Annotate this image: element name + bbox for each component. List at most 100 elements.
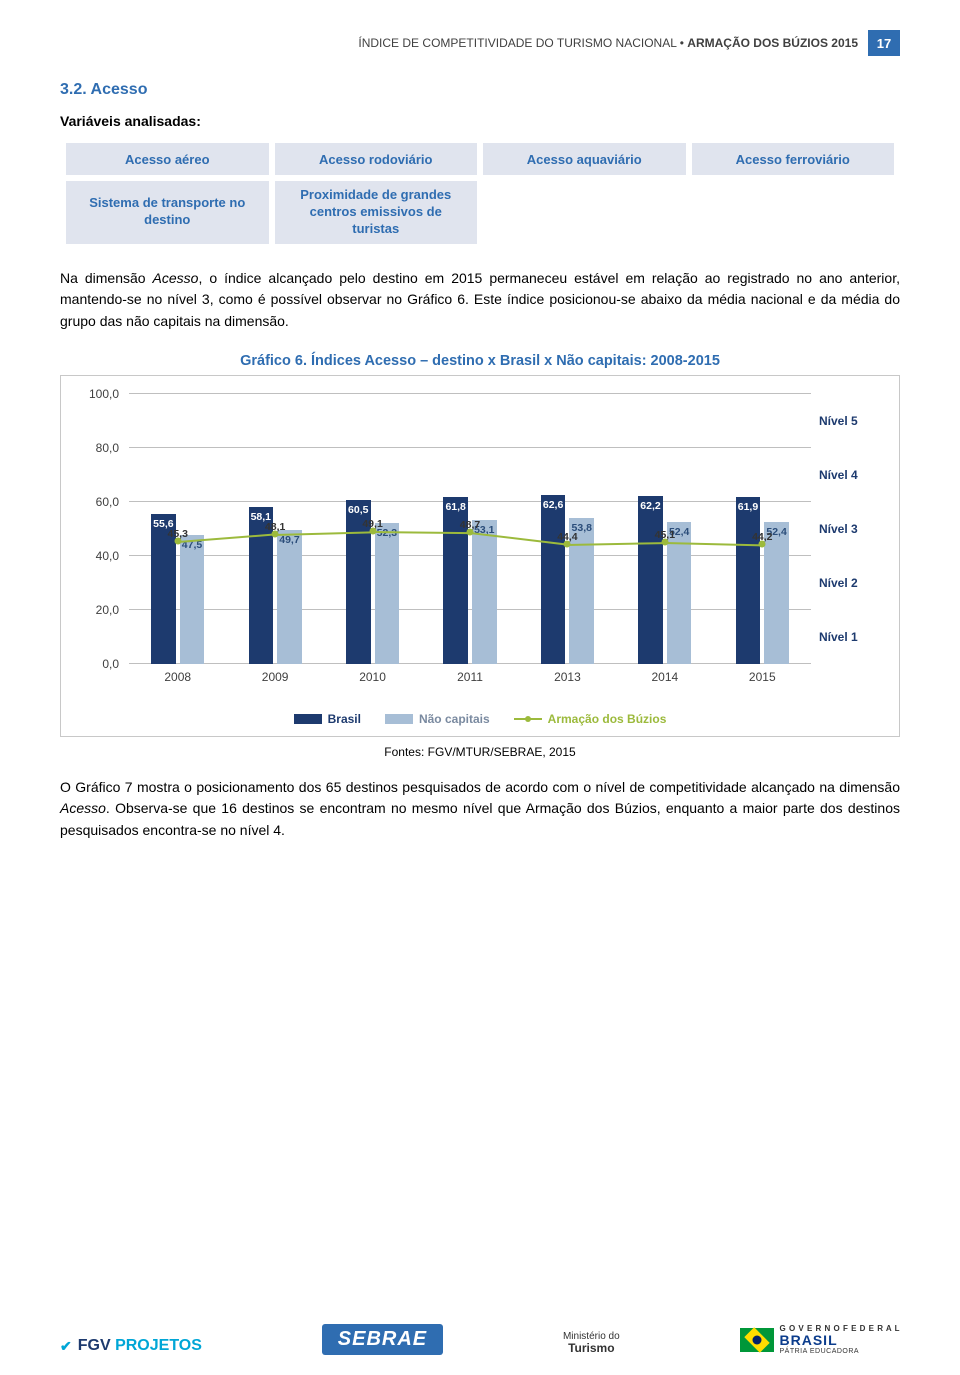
- legend: Brasil Não capitais Armação dos Búzios: [79, 712, 881, 726]
- chart-title: Gráfico 6. Índices Acesso – destino x Br…: [60, 353, 900, 369]
- page-number: 17: [877, 36, 891, 51]
- x-tick-label: 2015: [749, 670, 776, 684]
- bar-nao-capitais: 53,1: [472, 520, 497, 663]
- paragraph: Na dimensão Acesso, o índice alcançado p…: [60, 268, 900, 333]
- header-pre: ÍNDICE DE COMPETITIVIDADE DO TURISMO NAC…: [358, 36, 687, 50]
- legend-swatch: [294, 714, 322, 724]
- legend-item: Armação dos Búzios: [514, 712, 667, 726]
- check-icon: ✔: [60, 1338, 72, 1355]
- line-value-label: 44,4: [557, 531, 577, 543]
- line-value-label: 49,1: [362, 518, 382, 530]
- line-value-label: 44,2: [752, 531, 772, 543]
- y-tick-label: 60,0: [96, 495, 119, 509]
- line-value-label: 45,3: [167, 529, 187, 541]
- page-header: ÍNDICE DE COMPETITIVIDADE DO TURISMO NAC…: [60, 30, 900, 56]
- nivel-label: Nível 4: [819, 468, 858, 482]
- var-cell: Acesso ferroviário: [692, 143, 895, 175]
- p1-pre: Na dimensão: [60, 270, 153, 286]
- fgv-text: FGV PROJETOS: [78, 1337, 202, 1355]
- y-tick-label: 20,0: [96, 603, 119, 617]
- var-cell: Sistema de transporte no destino: [66, 181, 269, 244]
- gridline: [129, 447, 811, 448]
- nivel-label: Nível 3: [819, 522, 858, 536]
- fgv-a: FGV: [78, 1337, 111, 1354]
- header-bold: ARMAÇÃO DOS BÚZIOS 2015: [687, 36, 858, 50]
- p2-pre: O Gráfico 7 mostra o posicionamento dos …: [60, 779, 900, 795]
- x-tick-label: 2013: [554, 670, 581, 684]
- bar-value-label: 61,8: [443, 501, 468, 513]
- legend-label: Brasil: [328, 712, 361, 726]
- x-tick-label: 2011: [457, 670, 483, 684]
- y-tick-label: 80,0: [96, 441, 119, 455]
- bar-brasil: 62,2: [638, 496, 663, 664]
- bar-value-label: 60,5: [346, 504, 371, 516]
- legend-item: Não capitais: [385, 712, 490, 726]
- brasil-l3: PÁTRIA EDUCADORA: [780, 1348, 900, 1355]
- fgv-logo: ✔ FGV PROJETOS: [60, 1337, 202, 1355]
- page: ÍNDICE DE COMPETITIVIDADE DO TURISMO NAC…: [0, 0, 960, 1375]
- x-tick-label: 2009: [262, 670, 289, 684]
- y-tick-label: 0,0: [102, 657, 119, 671]
- chart-container: 0,020,040,060,080,0100,0 55,647,558,149,…: [60, 375, 900, 737]
- paragraph: O Gráfico 7 mostra o posicionamento dos …: [60, 777, 900, 842]
- p1-italic: Acesso: [153, 270, 199, 286]
- chart-source: Fontes: FGV/MTUR/SEBRAE, 2015: [60, 745, 900, 759]
- gridline: [129, 555, 811, 556]
- bar-nao-capitais: 52,3: [375, 523, 400, 664]
- section-heading: 3.2. Acesso: [60, 81, 900, 99]
- min-l2: Turismo: [563, 1342, 620, 1355]
- legend-swatch: [385, 714, 413, 724]
- line-value-label: 48,7: [460, 519, 480, 531]
- plot-region: 55,647,558,149,760,552,361,853,162,653,8…: [129, 394, 811, 664]
- gridline: [129, 663, 811, 664]
- gridline: [129, 393, 811, 394]
- gridline: [129, 501, 811, 502]
- bar-nao-capitais: 47,5: [180, 535, 205, 663]
- bar-brasil: 61,9: [736, 497, 761, 664]
- brasil-l2: BRASIL: [780, 1333, 900, 1348]
- p2-post: . Observa-se que 16 destinos se encontra…: [60, 800, 900, 838]
- page-number-badge: 17: [868, 30, 900, 56]
- bar-value-label: 62,6: [541, 499, 566, 511]
- bar-nao-capitais: 49,7: [277, 530, 302, 664]
- var-cell-empty: [483, 181, 686, 244]
- y-tick-label: 40,0: [96, 549, 119, 563]
- bar-brasil: 62,6: [541, 495, 566, 664]
- variables-table: Acesso aéreo Acesso rodoviário Acesso aq…: [60, 137, 900, 250]
- var-cell-empty: [692, 181, 895, 244]
- var-cell: Proximidade de grandes centros emissivos…: [275, 181, 478, 244]
- ministerio-logo: Ministério do Turismo: [563, 1331, 620, 1355]
- x-axis: 2008 2009 2010 2011 2013 2014 2015: [129, 670, 811, 690]
- legend-label: Armação dos Búzios: [548, 712, 667, 726]
- var-cell: Acesso rodoviário: [275, 143, 478, 175]
- x-tick-label: 2008: [164, 670, 191, 684]
- y-tick-label: 100,0: [89, 387, 119, 401]
- bar-value-label: 61,9: [736, 501, 761, 513]
- line-value-label: 45,1: [655, 529, 675, 541]
- sebrae-logo: SEBRAE: [322, 1324, 443, 1355]
- table-row: Acesso aéreo Acesso rodoviário Acesso aq…: [66, 143, 894, 175]
- level-labels: Nível 5 Nível 4 Nível 3 Nível 2 Nível 1: [813, 394, 881, 664]
- bar-value-label: 62,2: [638, 500, 663, 512]
- header-text: ÍNDICE DE COMPETITIVIDADE DO TURISMO NAC…: [358, 36, 858, 50]
- chart-area: 0,020,040,060,080,0100,0 55,647,558,149,…: [79, 390, 881, 700]
- footer: ✔ FGV PROJETOS SEBRAE Ministério do Turi…: [60, 1324, 900, 1355]
- nivel-label: Nível 1: [819, 630, 858, 644]
- gridline: [129, 609, 811, 610]
- legend-item: Brasil: [294, 712, 361, 726]
- brasil-logo: G O V E R N O F E D E R A L BRASIL PÁTRI…: [740, 1325, 900, 1355]
- line-value-label: 48,1: [265, 521, 285, 533]
- legend-label: Não capitais: [419, 712, 490, 726]
- flag-icon: [740, 1328, 774, 1352]
- var-cell: Acesso aquaviário: [483, 143, 686, 175]
- x-tick-label: 2010: [359, 670, 386, 684]
- nivel-label: Nível 2: [819, 576, 858, 590]
- p2-italic: Acesso: [60, 800, 106, 816]
- legend-line-icon: [514, 718, 542, 720]
- brasil-text: G O V E R N O F E D E R A L BRASIL PÁTRI…: [780, 1325, 900, 1355]
- fgv-b: PROJETOS: [115, 1337, 202, 1354]
- x-tick-label: 2014: [651, 670, 678, 684]
- variables-label: Variáveis analisadas:: [60, 113, 900, 129]
- y-axis: 0,020,040,060,080,0100,0: [79, 394, 129, 664]
- nivel-label: Nível 5: [819, 414, 858, 428]
